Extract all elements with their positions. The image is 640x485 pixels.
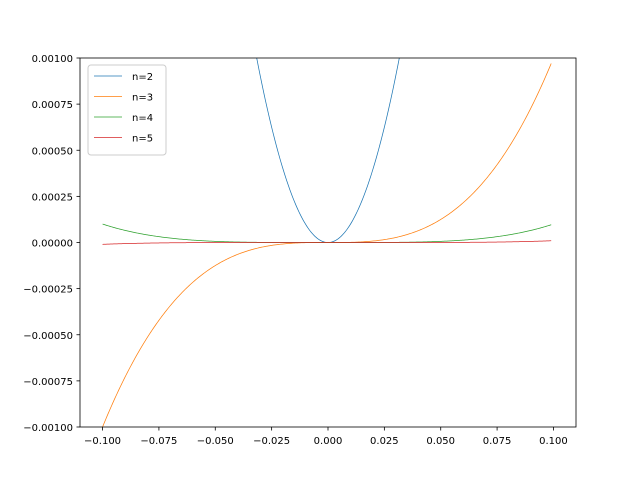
legend-label-n=2: n=2	[132, 72, 153, 83]
series-line-n=5	[102, 240, 552, 245]
x-tick-label: −0.025	[253, 436, 290, 447]
y-tick-label: 0.00000	[32, 239, 73, 250]
y-axis-ticks: −0.00100 −0.00075 −0.00050 −0.00025 0.00000 0…	[23, 54, 80, 434]
legend: n=2 n=3 n=4 n=5	[87, 64, 167, 156]
legend-frame	[87, 64, 167, 156]
y-tick-label: 0.00100	[32, 54, 73, 65]
y-tick-label: −0.00025	[23, 285, 73, 296]
x-tick-label: 0.050	[426, 436, 455, 447]
legend-label-n=4: n=4	[132, 113, 153, 124]
legend-label-n=5: n=5	[132, 134, 153, 145]
y-tick-label: 0.00050	[32, 146, 73, 157]
y-tick-label: 0.00025	[32, 192, 73, 203]
series-layer	[102, 58, 552, 427]
x-tick-label: −0.050	[197, 436, 234, 447]
y-tick-label: −0.00100	[23, 423, 73, 434]
x-tick-label: 0.000	[314, 436, 343, 447]
legend-label-n=3: n=3	[132, 93, 153, 104]
x-axis-ticks: −0.100 −0.075 −0.050 −0.025 0.000 0.025 0.050 0…	[84, 427, 568, 447]
x-tick-label: 0.100	[539, 436, 568, 447]
y-tick-label: 0.00075	[32, 100, 73, 111]
y-tick-label: −0.00075	[23, 377, 73, 388]
x-tick-label: 0.075	[483, 436, 512, 447]
x-tick-label: −0.100	[84, 436, 121, 447]
x-tick-label: −0.075	[140, 436, 177, 447]
y-tick-label: −0.00050	[23, 331, 73, 342]
x-tick-label: 0.025	[370, 436, 399, 447]
